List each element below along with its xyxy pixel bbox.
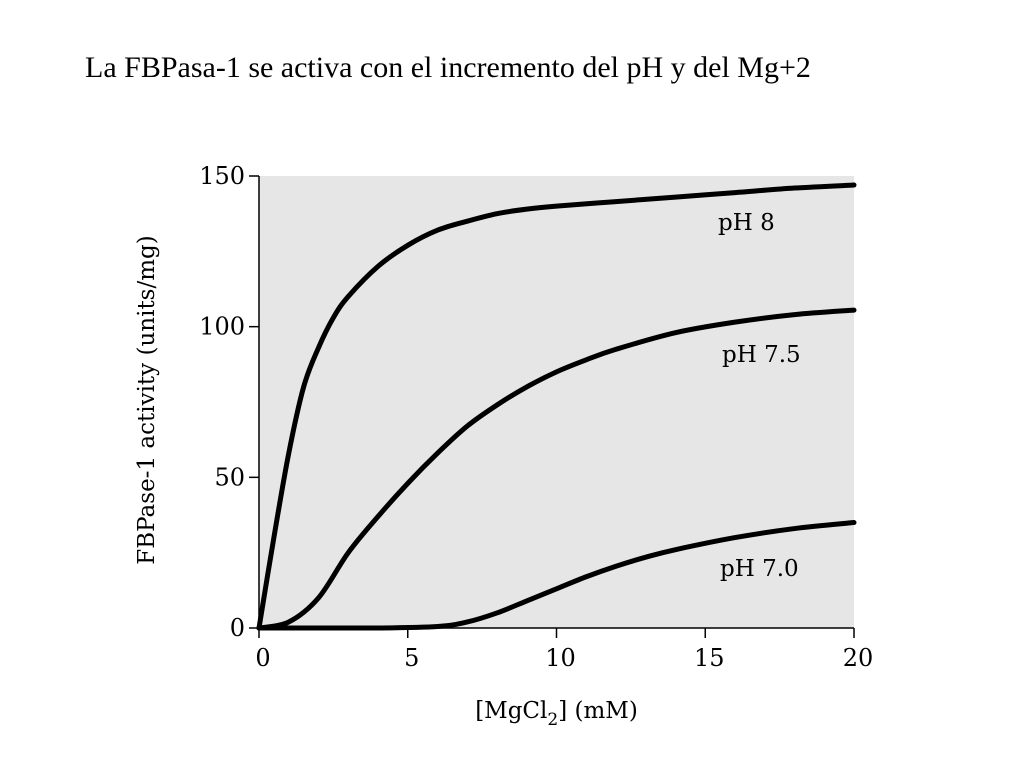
slide-title: La FBPasa-1 se activa con el incremento … (85, 51, 811, 84)
x-tick-label: 10 (545, 644, 576, 672)
y-axis-title: FBPase-1 activity (units/mg) (134, 235, 160, 565)
y-tick-label: 100 (199, 313, 245, 341)
x-tick-label: 5 (404, 644, 419, 672)
y-tick-label: 150 (199, 162, 245, 190)
plot-background (259, 176, 854, 628)
x-tick-label: 15 (694, 644, 725, 672)
series-line-ph-8 (256, 182, 857, 631)
series-label-ph-8: pH 8 (718, 210, 775, 236)
series-label-ph-7-5: pH 7.5 (722, 342, 801, 368)
series-label-ph-7-0: pH 7.0 (720, 556, 799, 582)
x-axis-title: [MgCl2] (mM) (475, 698, 638, 730)
y-tick-label: 0 (230, 614, 245, 642)
x-tick-label: 20 (843, 644, 874, 672)
x-tick-label: 0 (255, 644, 270, 672)
y-tick-label: 50 (214, 463, 245, 491)
series-line-ph-7-5 (256, 307, 857, 631)
series-line-ph-7-0 (256, 520, 857, 631)
